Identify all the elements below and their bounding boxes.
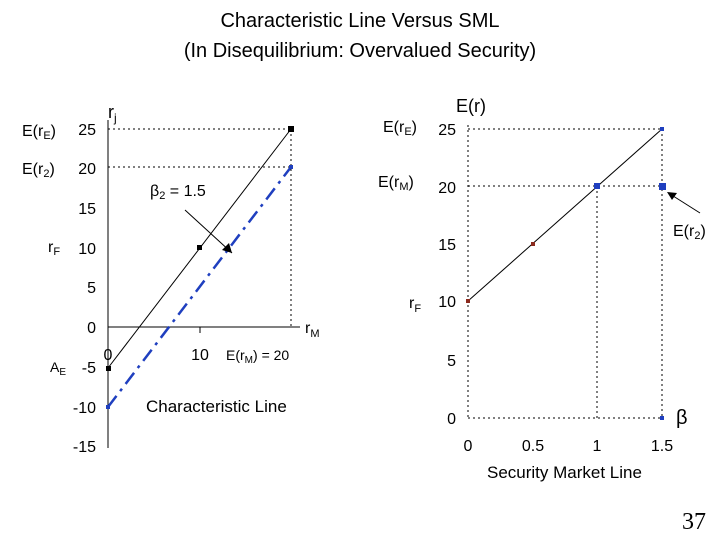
characteristic-line-2 (107, 166, 292, 408)
beta-arrow-head (222, 243, 232, 253)
left-y-tick-0: 0 (87, 320, 96, 337)
point-2-intercept (106, 405, 110, 409)
sml-caption: Security Market Line (487, 463, 642, 482)
left-label-rF: rF (48, 239, 60, 258)
sml-beta-axis-end (660, 416, 664, 420)
point-E-at-10 (197, 245, 202, 250)
page-number: 37 (682, 509, 706, 535)
right-y-tick-10: 10 (438, 294, 456, 311)
sml-point-05 (531, 242, 535, 246)
beta-annotation: β2 = 1.5 (150, 183, 206, 202)
slide-title-line2: (In Disequilibrium: Overvalued Security) (183, 40, 537, 62)
right-y-tick-20: 20 (438, 180, 456, 197)
left-y-tick-neg15: -15 (73, 439, 96, 456)
er2-arrow-head (667, 192, 677, 200)
sml-line (467, 128, 663, 302)
left-y-tick-20: 20 (78, 161, 96, 178)
right-x-tick-05: 0.5 (522, 438, 544, 455)
sml-point-security-2 (659, 183, 666, 190)
left-y-tick-15: 15 (78, 201, 96, 218)
right-x-tick-15: 1.5 (651, 438, 673, 455)
right-y-tick-25: 25 (438, 122, 456, 139)
left-x-tick-label-0: 0 (104, 347, 113, 364)
sml-point-rF (466, 299, 470, 303)
left-y-tick-neg5: -5 (82, 360, 96, 377)
right-y-tick-5: 5 (447, 353, 456, 370)
right-y-tick-0: 0 (447, 411, 456, 428)
right-label-rF: rF (409, 295, 421, 315)
beta-pointer-arrow (184, 209, 233, 254)
right-x-tick-1: 1 (593, 438, 602, 455)
right-y-tick-15: 15 (438, 237, 456, 254)
slide-title-line1: Characteristic Line Versus SML (220, 10, 500, 32)
left-label-ErE: E(rE) (22, 123, 56, 142)
sml-point-market (594, 183, 600, 189)
point-E-intercept (106, 366, 111, 371)
point-E-at-20 (288, 126, 294, 132)
right-label-ErM: E(rM) (378, 174, 414, 193)
er2-pointer-arrow (669, 193, 701, 214)
left-label-rj: rj (108, 102, 117, 125)
characteristic-line-caption: Characteristic Line (146, 397, 287, 416)
sml-point-security-E (660, 127, 664, 131)
right-label-Er2: E(r2) (673, 223, 706, 242)
left-label-ErM-20: E(rM) = 20 (226, 347, 289, 366)
right-label-ErE: E(rE) (383, 119, 417, 138)
right-label-Er: E(r) (456, 96, 486, 116)
left-y-tick-5: 5 (87, 280, 96, 297)
right-label-beta: β (676, 407, 688, 429)
right-x-tick-0: 0 (464, 438, 473, 455)
left-y-tick-neg10: -10 (73, 400, 96, 417)
point-2-at-20 (289, 165, 293, 169)
left-y-tick-25: 25 (78, 122, 96, 139)
left-label-Er2: E(r2) (22, 161, 55, 180)
left-y-tick-10: 10 (78, 241, 96, 258)
characteristic-line-chart: 25 20 15 10 5 0 -5 -10 -15 0 10 E(rE) E(… (22, 102, 320, 456)
left-label-rM: rM (305, 320, 320, 340)
left-x-tick-label-10: 10 (191, 347, 209, 364)
security-market-line-chart: 25 20 15 10 5 0 0 0.5 1 1.5 E(r) E(rE) E… (378, 96, 706, 482)
left-label-alphaE: AE (50, 359, 66, 378)
